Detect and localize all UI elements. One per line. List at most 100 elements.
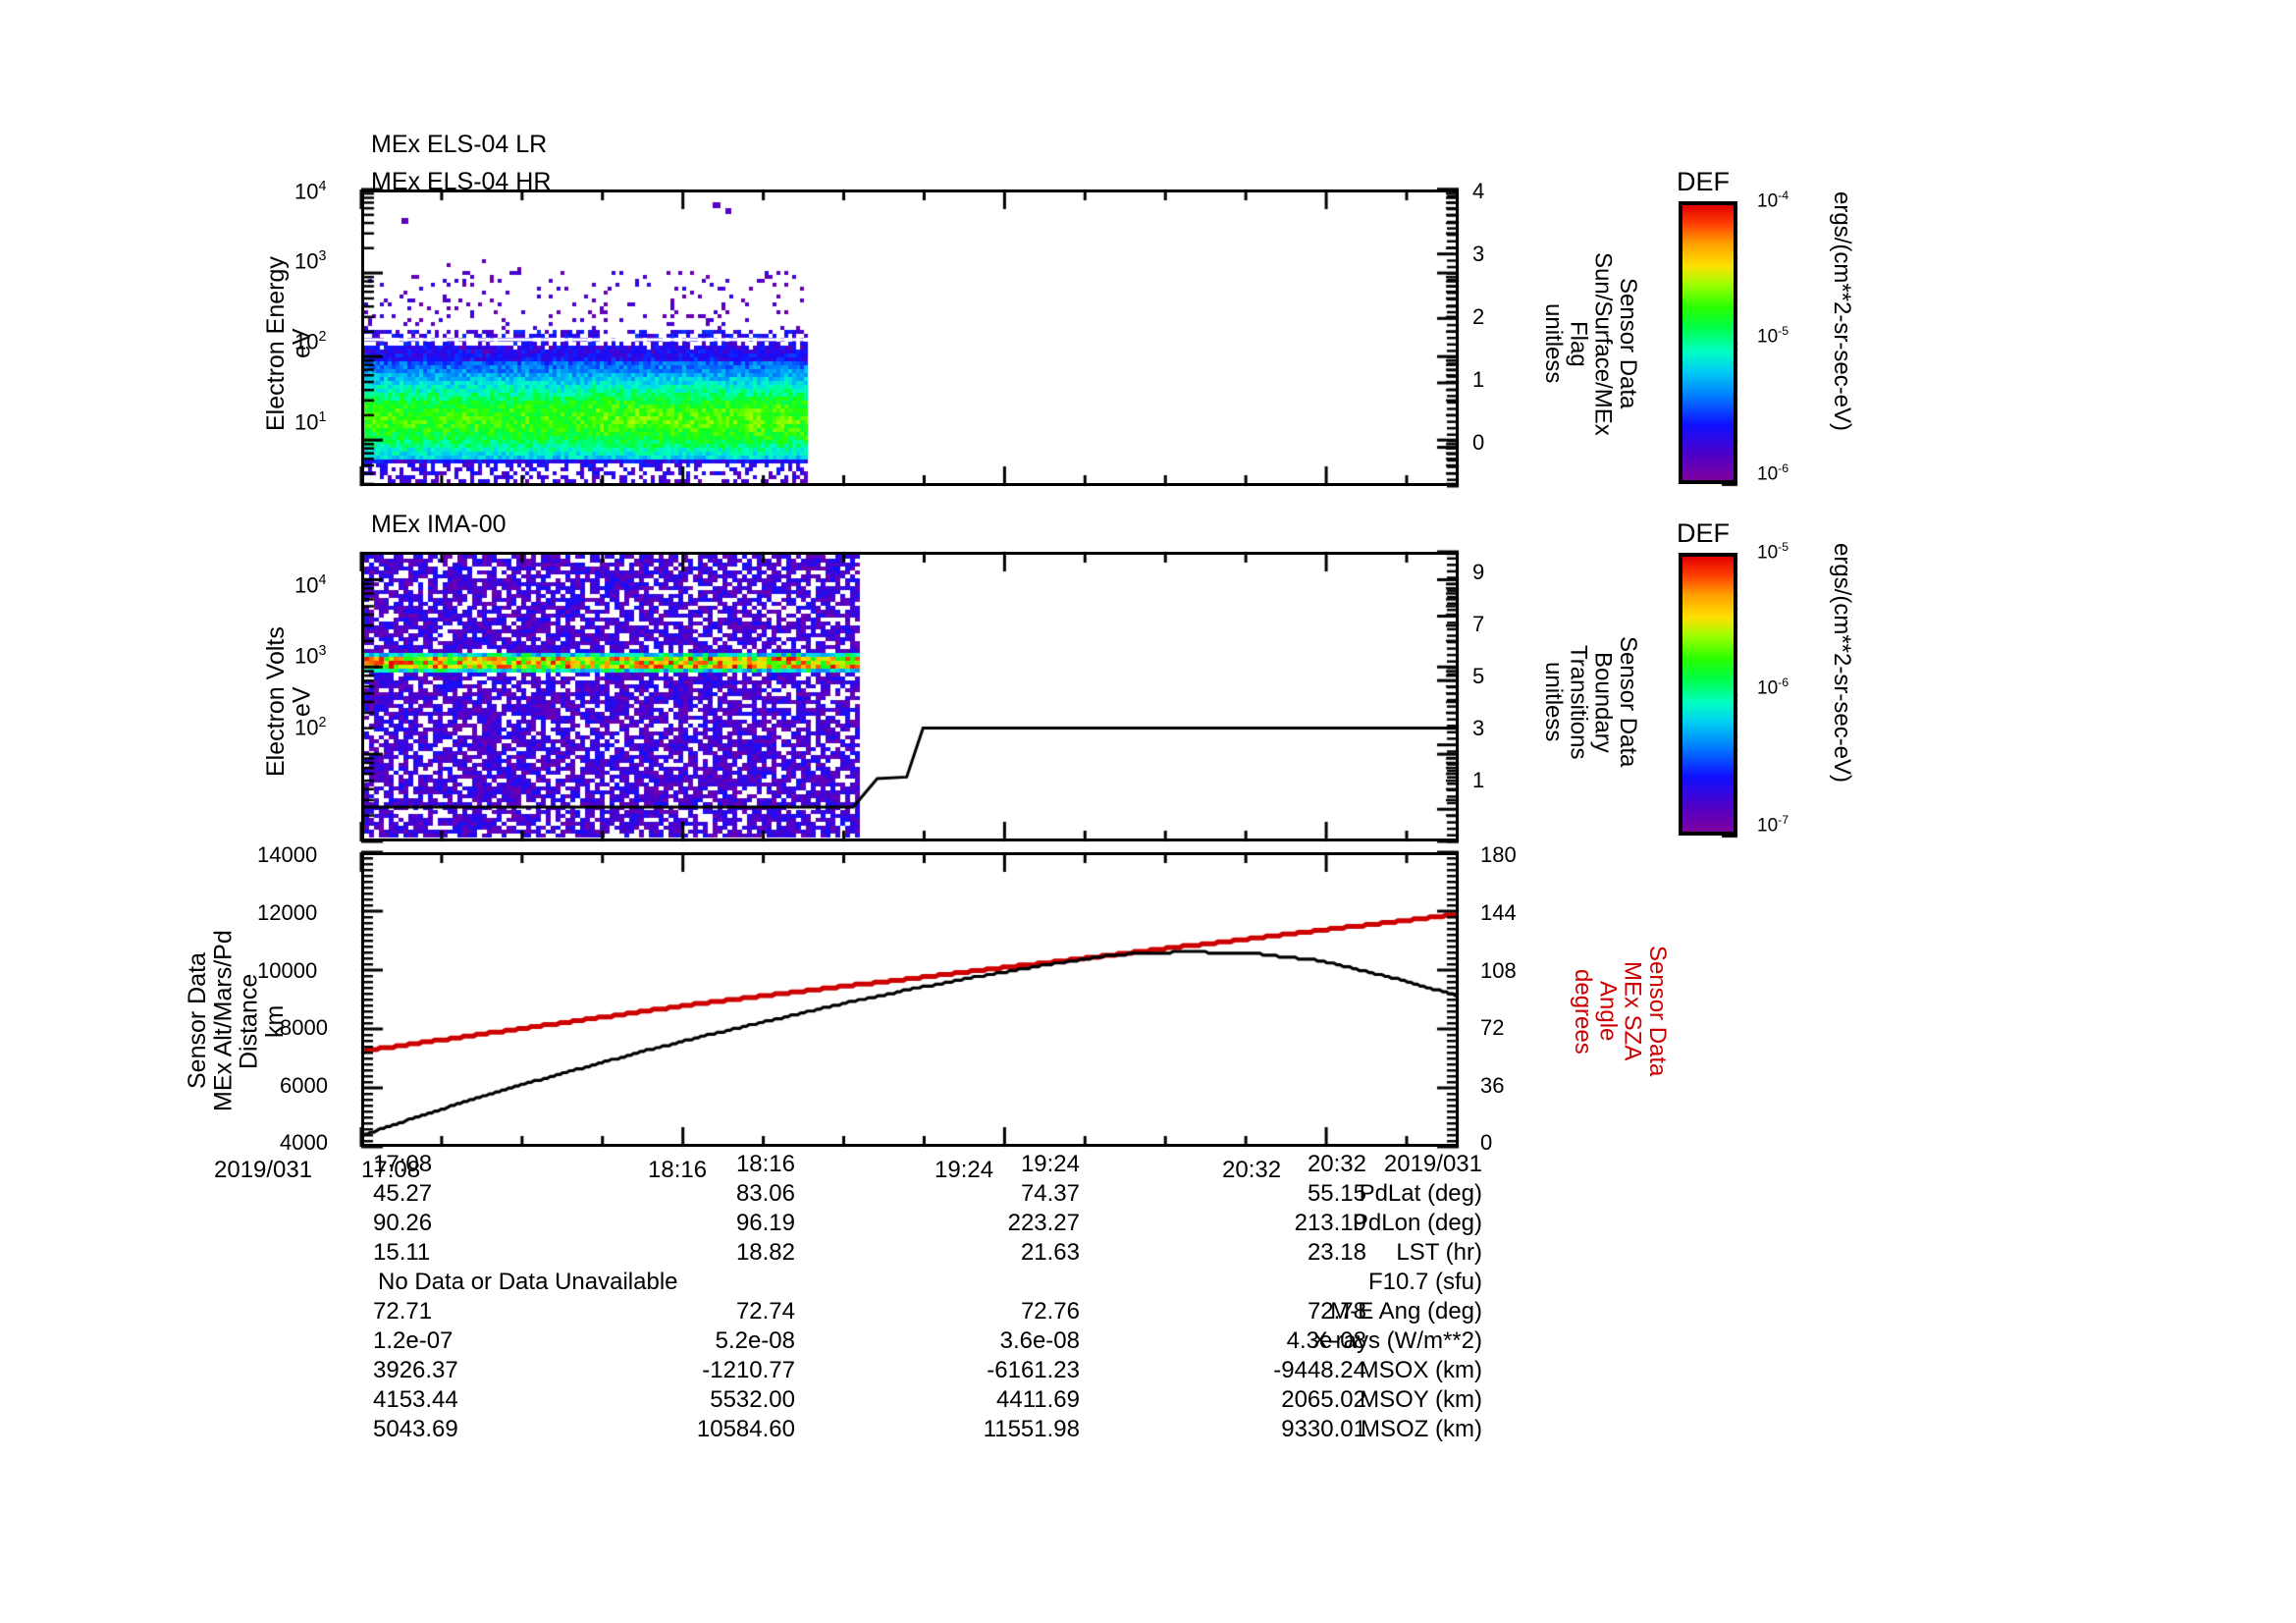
param-row-label: X-rays (W/m**2) xyxy=(1311,1327,1482,1354)
sza-rtick-180: 180 xyxy=(1480,842,1517,867)
param-row-value: 223.27 xyxy=(1007,1210,1080,1236)
panel-els-spectrogram xyxy=(361,189,1459,486)
param-row-value: No Data or Data Unavailable xyxy=(378,1269,678,1295)
panel-alt-ylabel-left: Sensor Data MEx Alt/Mars/Pd Distance km xyxy=(184,930,289,1112)
param-row-value: 213.19 xyxy=(1294,1210,1366,1236)
param-row: F10.7 (sfu) No Data or Data Unavailable xyxy=(29,1269,1482,1298)
param-row-value: 74.37 xyxy=(1020,1180,1080,1207)
param-row-label: F10.7 (sfu) xyxy=(1367,1269,1482,1295)
colorbar-els-max: 10-4 xyxy=(1757,189,1789,212)
panel-altitude-sza xyxy=(361,852,1459,1147)
param-row-label: MSOZ (km) xyxy=(1361,1416,1482,1442)
ima-rtick-9: 9 xyxy=(1472,560,1485,584)
param-row-value: 83.06 xyxy=(735,1180,795,1207)
param-row-value: 20:32 xyxy=(1307,1151,1366,1177)
param-row-value: 55.15 xyxy=(1307,1180,1366,1207)
els-rtick-3: 3 xyxy=(1472,242,1485,266)
param-row-value: 45.27 xyxy=(373,1180,433,1207)
colorbar-ima-units: ergs/(cm**2-sr-sec-eV) xyxy=(1829,543,1855,784)
colorbar-ima-title: DEF xyxy=(1677,518,1730,548)
xaxis-tick-label-3: 20:32 xyxy=(1222,1157,1282,1183)
altitude-sza-curve-canvas xyxy=(364,855,1456,1144)
els-ytick-1e4: 104 xyxy=(294,179,327,204)
ima-ytick-1e2: 102 xyxy=(294,715,327,740)
ima-rtick-1: 1 xyxy=(1472,768,1485,792)
panel-ima-title: MEx IMA-00 xyxy=(371,511,507,538)
xaxis-tick-label-2: 19:24 xyxy=(934,1157,994,1183)
xaxis-tick-label-1: 18:16 xyxy=(648,1157,708,1183)
param-row-value: 15.11 xyxy=(373,1239,431,1266)
ima-ytick-1e4: 104 xyxy=(294,572,327,598)
param-row: PdLat (deg) 45.27 83.06 74.37 55.15 xyxy=(29,1180,1482,1210)
els-rtick-2: 2 xyxy=(1472,304,1485,329)
param-row-label: 2019/031 xyxy=(1383,1151,1482,1177)
param-row-value: 18:16 xyxy=(735,1151,795,1177)
ima-rtick-7: 7 xyxy=(1472,612,1485,636)
colorbar-ima-max: 10-5 xyxy=(1757,540,1789,564)
alt-ytick-8000: 8000 xyxy=(280,1015,328,1040)
param-row: MSOZ (km) 5043.69 10584.60 11551.98 9330.01 xyxy=(29,1416,1482,1445)
param-row-value: 5532.00 xyxy=(710,1386,795,1413)
alt-ytick-10000: 10000 xyxy=(257,958,318,983)
param-row-value: 4.3e-08 xyxy=(1286,1327,1366,1354)
alt-ytick-14000: 14000 xyxy=(257,842,318,867)
param-row: MSOY (km) 4153.44 5532.00 4411.69 2065.02 xyxy=(29,1386,1482,1416)
param-row-value: 72.74 xyxy=(735,1298,795,1325)
param-row-value: -6161.23 xyxy=(987,1357,1080,1383)
param-row-value: 72.71 xyxy=(373,1298,433,1325)
param-row-label: M-E Ang (deg) xyxy=(1330,1298,1482,1325)
param-row-value: 96.19 xyxy=(735,1210,795,1236)
xaxis-tick-label-0: 17:08 xyxy=(361,1157,421,1183)
els-spectrogram-canvas xyxy=(364,192,1456,483)
param-row-value: 3.6e-08 xyxy=(999,1327,1080,1354)
param-row-label: MSOY (km) xyxy=(1360,1386,1482,1413)
param-row-value: 90.26 xyxy=(373,1210,433,1236)
param-row: LST (hr) 15.11 18.82 21.63 23.18 xyxy=(29,1239,1482,1269)
param-row-value: 19:24 xyxy=(1020,1151,1080,1177)
param-row: M-E Ang (deg) 72.71 72.74 72.76 72.78 xyxy=(29,1298,1482,1327)
panel-els-ylabel-right: Sensor Data Sun/Surface/MEx Flag unitles… xyxy=(1540,251,1641,436)
els-rtick-4: 4 xyxy=(1472,179,1485,203)
param-row-value: 72.76 xyxy=(1020,1298,1080,1325)
panel-els-title-hr: MEx ELS-04 HR xyxy=(371,168,552,195)
param-row-value: 72.78 xyxy=(1307,1298,1366,1325)
panel-els-title-lr: MEx ELS-04 LR xyxy=(371,131,548,158)
ima-ytick-1e3: 103 xyxy=(294,643,327,669)
els-rtick-1: 1 xyxy=(1472,367,1485,392)
sza-rtick-36: 36 xyxy=(1480,1073,1505,1098)
colorbar-els-min: 10-6 xyxy=(1757,461,1789,485)
sza-rtick-108: 108 xyxy=(1480,958,1517,983)
param-row-value: 9330.01 xyxy=(1281,1416,1366,1442)
param-row: PdLon (deg) 90.26 96.19 223.27 213.19 xyxy=(29,1210,1482,1239)
ima-rtick-3: 3 xyxy=(1472,716,1485,740)
panel-ima-spectrogram xyxy=(361,552,1459,841)
alt-ytick-12000: 12000 xyxy=(257,900,318,925)
param-row-value: 5.2e-08 xyxy=(715,1327,795,1354)
colorbar-els-title: DEF xyxy=(1677,167,1730,196)
param-row-label: LST (hr) xyxy=(1396,1239,1482,1266)
panel-ima-ylabel-right: Sensor Data Boundary Transitions unitles… xyxy=(1540,636,1641,768)
param-row-value: 1.2e-07 xyxy=(373,1327,454,1354)
param-row-value: 18.82 xyxy=(735,1239,795,1266)
colorbar-els-units: ergs/(cm**2-sr-sec-eV) xyxy=(1829,191,1855,432)
colorbar-ima-mid: 10-6 xyxy=(1757,676,1789,699)
colorbar-els-mid: 10-5 xyxy=(1757,324,1789,348)
param-row-value: 10584.60 xyxy=(696,1416,795,1442)
param-row: 2019/031 17:08 18:16 19:24 20:32 xyxy=(29,1151,1482,1180)
param-row-value: 5043.69 xyxy=(373,1416,458,1442)
param-row-label: PdLat (deg) xyxy=(1359,1180,1482,1207)
boundary-transitions-line-canvas xyxy=(364,555,1456,839)
colorbar-els xyxy=(1679,201,1737,484)
param-row-value: 3926.37 xyxy=(373,1357,458,1383)
param-row-value: 11551.98 xyxy=(983,1416,1080,1442)
panel-ima-ylabel-left: Electron Volts eV xyxy=(262,626,316,778)
param-row: X-rays (W/m**2) 1.2e-07 5.2e-08 3.6e-08 4.3e… xyxy=(29,1327,1482,1357)
param-row-label: PdLon (deg) xyxy=(1352,1210,1482,1236)
param-row-value: 2065.02 xyxy=(1281,1386,1366,1413)
els-ytick-1e2: 102 xyxy=(294,329,327,354)
els-rtick-0: 0 xyxy=(1472,430,1485,455)
colorbar-ima xyxy=(1679,553,1737,836)
param-row-value: -1210.77 xyxy=(702,1357,795,1383)
param-row-value: 4153.44 xyxy=(373,1386,458,1413)
colorbar-ima-min: 10-7 xyxy=(1757,813,1789,837)
